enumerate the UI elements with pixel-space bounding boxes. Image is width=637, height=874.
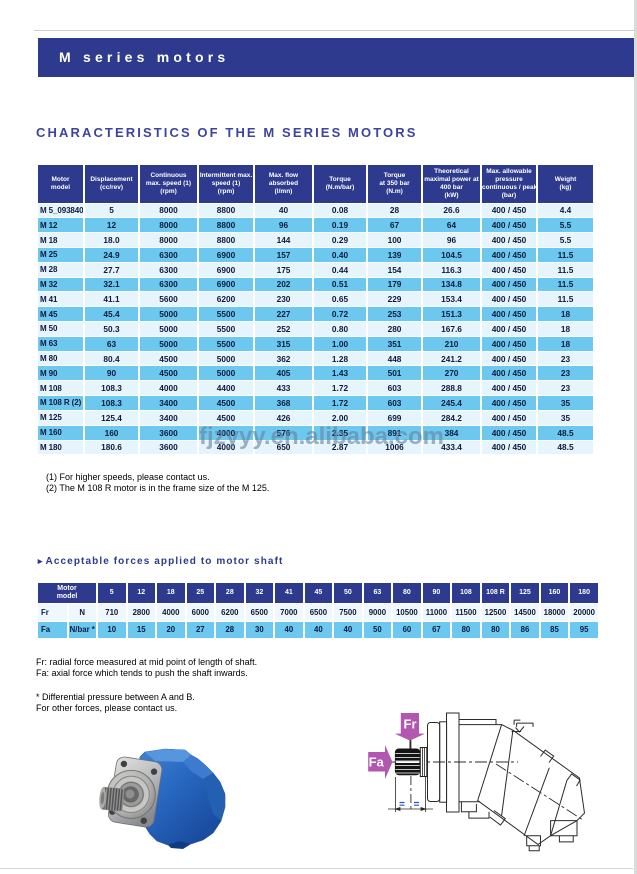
svg-text:Fr: Fr (404, 717, 417, 732)
svg-text:Fa: Fa (369, 755, 385, 770)
